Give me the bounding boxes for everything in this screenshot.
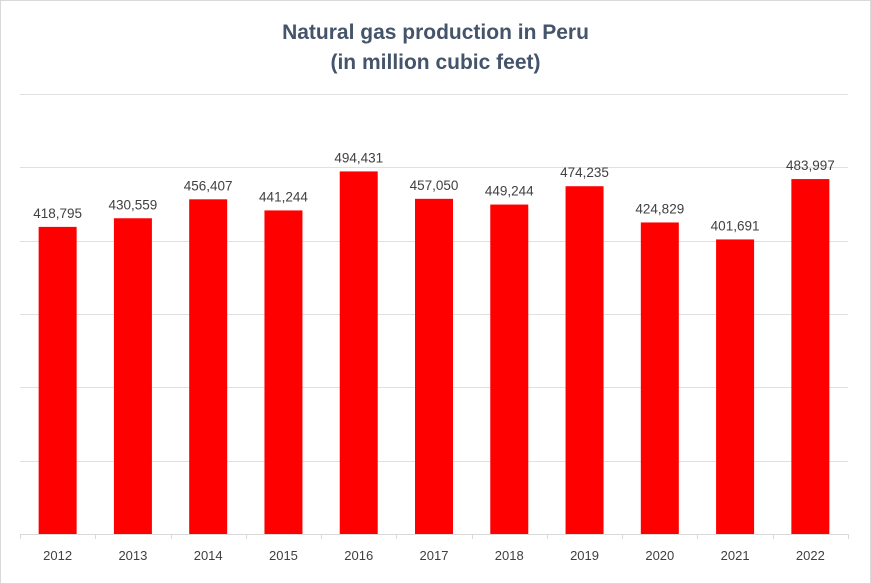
bar-2021 — [716, 239, 755, 534]
bar-2015 — [264, 210, 303, 534]
bar-2018 — [490, 204, 529, 535]
x-tick-label-2012: 2012 — [43, 548, 72, 563]
x-tick-label-2016: 2016 — [344, 548, 373, 563]
bar-2017 — [415, 198, 453, 534]
x-tick-label-2021: 2021 — [721, 548, 750, 563]
data-label-2022: 483,997 — [786, 158, 835, 173]
data-label-2014: 456,407 — [184, 178, 233, 193]
bar-2012 — [38, 226, 77, 534]
x-tick-label-2014: 2014 — [194, 548, 223, 563]
x-tick-label-2017: 2017 — [420, 548, 449, 563]
bars — [38, 171, 830, 535]
data-label-2012: 418,795 — [33, 206, 82, 221]
chart-subtitle: (in million cubic feet) — [330, 51, 541, 74]
x-tick-label-2022: 2022 — [796, 548, 825, 563]
x-tick-label-2018: 2018 — [495, 548, 524, 563]
chart-title: Natural gas production in Peru — [282, 21, 589, 44]
data-label-2019: 474,235 — [560, 165, 609, 180]
bar-2016 — [339, 171, 378, 534]
x-tick-label-2015: 2015 — [269, 548, 298, 563]
bar-2020 — [640, 222, 679, 534]
bar-2014 — [189, 199, 228, 535]
data-label-2018: 449,244 — [485, 184, 534, 199]
data-label-2021: 401,691 — [711, 218, 760, 233]
data-label-2017: 457,050 — [410, 178, 459, 193]
bar-2019 — [565, 186, 604, 534]
x-tick-label-2013: 2013 — [118, 548, 147, 563]
data-label-2016: 494,431 — [334, 150, 383, 165]
bar-2013 — [113, 218, 152, 535]
data-labels: 418,795 430,559 456,407 441,244 494,431 457,0… — [33, 150, 835, 233]
data-label-2020: 424,829 — [635, 201, 684, 216]
bar-2022 — [791, 179, 830, 535]
x-tick-label-2020: 2020 — [645, 548, 674, 563]
chart-title-block: Natural gas production in Peru (in milli… — [0, 18, 871, 78]
data-label-2015: 441,244 — [259, 189, 308, 204]
x-tick-label-2019: 2019 — [570, 548, 599, 563]
x-axis: 2012 2013 2014 2015 2016 2017 2018 2019 2020 2021… — [20, 534, 849, 563]
data-label-2013: 430,559 — [109, 197, 158, 212]
